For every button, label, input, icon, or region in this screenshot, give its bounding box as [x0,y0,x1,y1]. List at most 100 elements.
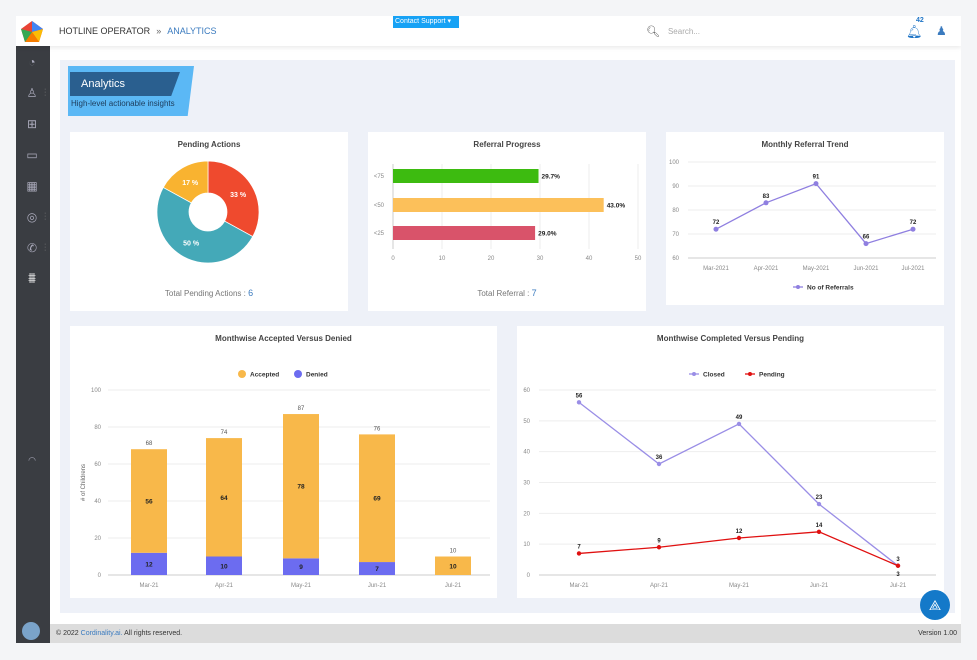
x-tick-label: 30 [537,256,544,262]
network-fab-button[interactable]: ⟁ [920,590,950,620]
y-tick-label: 40 [94,499,101,505]
x-tick-label: Jun-21 [368,583,387,589]
data-label: 72 [713,220,720,226]
data-label: 66 [863,235,870,241]
data-point [895,563,901,568]
app-logo[interactable] [20,20,44,44]
y-tick-label: 40 [523,450,530,456]
x-tick-label: Jul-21 [445,583,462,589]
x-tick-label: 0 [391,256,395,262]
y-tick-label: 60 [94,462,101,468]
data-point [576,551,582,556]
segment-label: 78 [297,484,305,491]
legend-label: Closed [703,372,725,379]
data-label: 83 [763,194,770,200]
pie-slice [162,160,209,204]
data-label: 9 [657,538,661,544]
analytics-icon[interactable]: ⩩ [27,270,36,287]
segment-label: 9 [299,564,303,571]
search-box[interactable]: 🔍︎ Search... [646,25,700,38]
y-tick-label: 0 [98,573,102,579]
search-input[interactable]: Search... [667,27,700,36]
chart-svg: 0 10 20 30 40 50 <75 29.7% <50 43.0% <25 29.0% [374,164,642,262]
dashboard-icon[interactable]: ◔ [28,55,36,69]
version-label: Version 1.00 [918,630,957,637]
data-point [816,501,822,507]
bar-segment [131,552,167,575]
company-link[interactable]: Cordinality.ai. [80,630,123,637]
total-label: 76 [374,426,381,432]
x-tick-label: 20 [488,256,495,262]
network-icon: ⟁ [928,597,942,613]
segment-label: 10 [220,563,228,570]
more-dots-icon[interactable]: · · · [44,86,47,99]
y-tick-label: 80 [94,425,101,431]
completed-vs-pending-card: Monthwise Completed Versus Pending 0 10 20… [517,326,944,598]
card-title: Pending Actions [177,140,241,149]
y-tick-label: 30 [523,481,530,487]
page-title: Analytics [70,72,180,96]
bar-segment [131,449,167,553]
hierarchy-icon[interactable]: ⊞ [26,117,38,131]
total-label: Total Referral : [477,289,530,298]
data-point [736,535,742,541]
collapse-icon[interactable]: ◠ [28,455,36,465]
data-label: 14 [816,523,823,529]
data-label: 36 [656,455,663,461]
phone-icon[interactable]: ✆ [26,241,38,255]
segment-label: 56 [145,499,153,506]
x-tick-label: May-21 [291,583,312,589]
page-header-banner: Analytics High-level actionable insights [68,66,194,116]
x-tick-label: 40 [586,256,593,262]
x-tick-label: 50 [635,256,642,262]
referral-progress-card: Referral Progress Total Referral : 7 0 10… [368,132,646,311]
y-tick-label: 60 [523,388,530,394]
pie-slice [156,186,254,264]
y-tick-label: 10 [523,542,530,548]
y-tick-label: <50 [374,203,385,209]
bar-value-label: 29.7% [542,174,561,181]
series-line [578,401,899,567]
top-bar: HOTLINE OPERATOR » ANALYTICS Contact Suppo… [16,16,961,46]
notification-count: 42 [916,17,924,24]
monthly-referral-trend-card: Monthly Referral Trend 60 70 80 90 100 Mar-20… [666,132,944,305]
more-dots-icon[interactable]: · · · [44,241,47,254]
user-search-icon[interactable]: ♙ [26,86,38,100]
slice-label: 17 % [182,180,199,187]
more-dots-icon[interactable]: · · · [44,210,47,223]
chat-icon[interactable]: ▭ [26,148,38,162]
y-tick-label: 50 [523,419,530,425]
segment-label: 10 [449,563,457,570]
x-tick-label: Mar-21 [139,583,159,589]
legend-marker [294,370,302,378]
y-tick-label: 20 [523,511,530,517]
x-tick-label: May-2021 [803,266,830,272]
segment-label: 12 [145,561,153,568]
breadcrumb-root[interactable]: HOTLINE OPERATOR [59,26,151,36]
y-tick-label: <25 [374,231,385,237]
contact-support-button[interactable]: Contact Support ▾ [393,16,459,28]
data-point [656,461,662,467]
data-label: 7 [577,544,581,550]
x-tick-label: May-21 [729,583,750,589]
data-label: 23 [816,495,823,501]
data-point [656,545,662,550]
data-label: 3 [896,557,900,563]
app-window: HOTLINE OPERATOR » ANALYTICS Contact Suppo… [16,16,961,643]
avatar[interactable] [22,622,40,640]
accepted-vs-denied-card: Monthwise Accepted Versus Denied 0 20 40 60… [70,326,497,598]
bell-icon[interactable]: 🔔︎ [906,24,923,39]
data-point [576,400,582,405]
bar-value-label: 29.0% [538,231,557,238]
chart-svg: 0 10 20 30 40 50 60 Mar-21 Apr-21 May-21 Jun-21 Jul… [523,372,936,589]
data-point [816,529,822,535]
search-icon: 🔍︎ [646,26,660,38]
card-title: Monthwise Accepted Versus Denied [215,334,352,343]
user-profile-icon[interactable]: ♟ [936,24,947,38]
y-tick-label: 60 [672,256,679,262]
x-tick-label: 10 [439,256,446,262]
calendar-icon[interactable]: ▦ [26,179,38,193]
brain-icon[interactable]: ◎ [26,210,38,224]
legend-label: Pending [759,372,785,379]
bar-value-label: 43.0% [607,203,626,210]
